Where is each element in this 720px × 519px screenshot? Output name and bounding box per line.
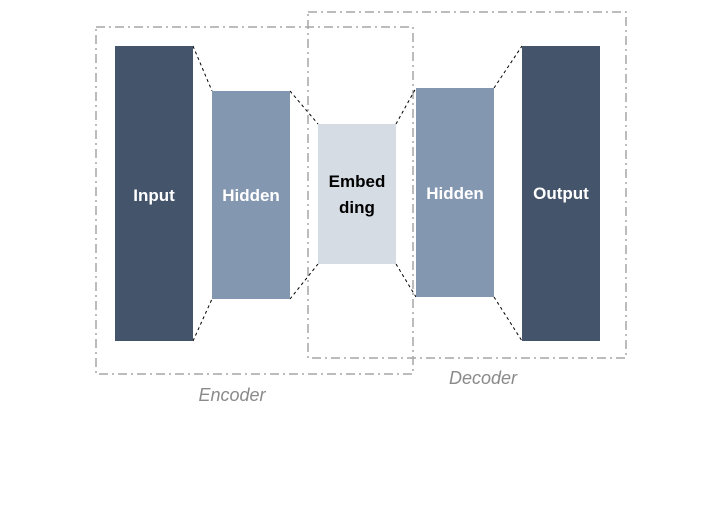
decoder-group-label: Decoder xyxy=(449,368,518,388)
connector-hidden-output-top xyxy=(493,45,523,89)
connector-embedding-hidden-top xyxy=(395,87,417,125)
encoder-group-box xyxy=(95,26,414,375)
decoder-hidden-block xyxy=(416,88,494,297)
decoder-group-box xyxy=(307,11,627,359)
connector-hidden-output-bottom xyxy=(493,296,523,342)
encoder-group-label: Encoder xyxy=(198,385,266,405)
embedding-label-line1: Embed xyxy=(329,172,386,191)
encoder-hidden-block xyxy=(212,91,290,299)
connector-embedding-hidden-bottom xyxy=(395,263,417,298)
connector-lines xyxy=(192,45,523,342)
connector-input-hidden-top xyxy=(192,45,213,92)
output-block xyxy=(522,46,600,341)
input-label: Input xyxy=(133,186,175,205)
decoder-hidden-label: Hidden xyxy=(426,184,484,203)
embedding-block xyxy=(318,124,396,264)
output-label: Output xyxy=(533,184,589,203)
connector-hidden-embedding-bottom xyxy=(289,263,319,300)
connector-input-hidden-bottom xyxy=(192,298,213,342)
embedding-label-line2: ding xyxy=(339,198,375,217)
connector-hidden-embedding-top xyxy=(289,90,319,125)
encoder-hidden-label: Hidden xyxy=(222,186,280,205)
input-block xyxy=(115,46,193,341)
